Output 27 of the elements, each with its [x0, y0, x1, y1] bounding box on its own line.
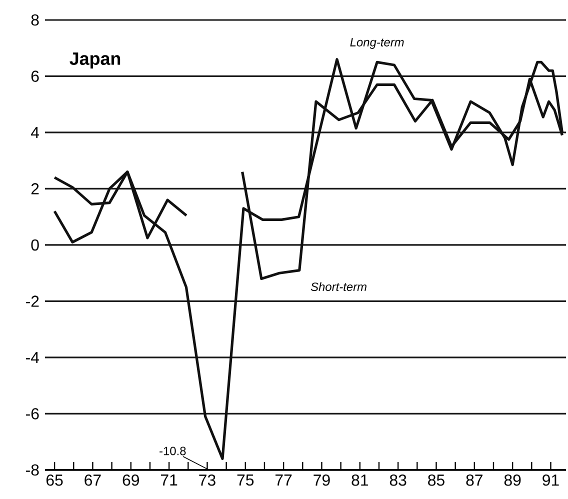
y-tick-label: 6	[31, 70, 39, 82]
x-tick-label: 75	[237, 474, 254, 486]
x-tick-label: 79	[314, 474, 330, 486]
x-tick-label: 81	[352, 474, 368, 486]
x-tick-label: 91	[542, 474, 559, 486]
y-tick-label: 8	[31, 14, 39, 26]
x-tick-label: 73	[199, 474, 216, 486]
x-tick-label: 83	[390, 474, 406, 486]
y-tick-label: 4	[30, 127, 40, 138]
text: Japan	[70, 52, 120, 69]
x-tick-label: 85	[428, 474, 444, 486]
x-tick-label: 67	[84, 474, 101, 486]
x-tick-label: 87	[466, 474, 482, 486]
x-tick-label: 77	[276, 474, 292, 486]
y-tick-label: -8	[26, 464, 39, 476]
x-tick-label: 69	[122, 474, 139, 486]
y-tick-label: -6	[26, 408, 39, 420]
x-tick-label: 65	[46, 474, 63, 486]
annotation: -10.8	[160, 446, 186, 456]
series-label: Short-term	[310, 282, 366, 292]
y-tick-label: 2	[31, 183, 39, 194]
x-tick-label: 89	[504, 474, 521, 486]
y-tick-label: 0	[31, 239, 39, 251]
series-label: Long-term	[350, 38, 404, 49]
x-tick-label: 71	[161, 474, 178, 486]
y-tick-label: -4	[26, 352, 40, 363]
y-tick-label: -2	[26, 296, 39, 307]
